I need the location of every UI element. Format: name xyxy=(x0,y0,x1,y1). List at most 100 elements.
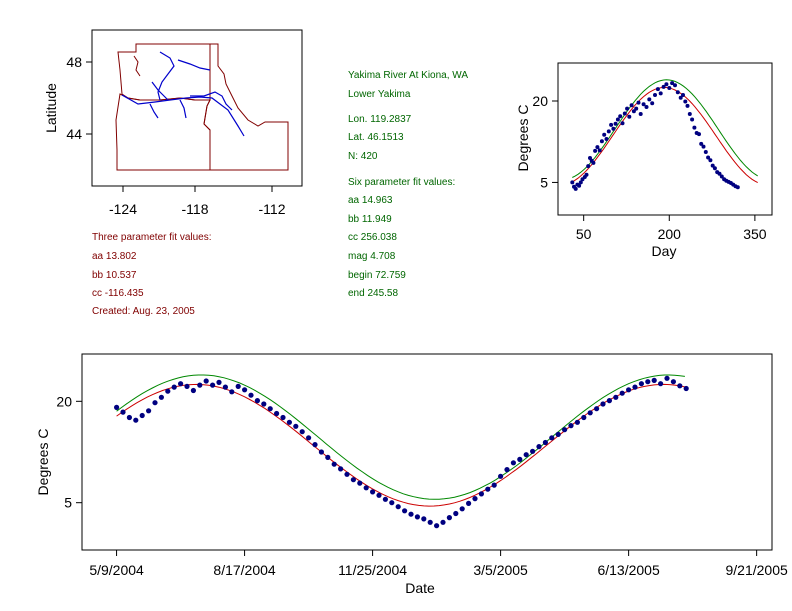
date-point-68 xyxy=(549,435,555,441)
date-point-57 xyxy=(478,491,484,497)
day-point-9 xyxy=(586,164,591,169)
date-point-64 xyxy=(523,452,529,458)
day-data-points xyxy=(570,81,740,191)
date-point-73 xyxy=(581,414,587,421)
day-point-18 xyxy=(604,137,609,141)
day-point-34 xyxy=(641,102,646,107)
date-point-1 xyxy=(120,409,126,415)
date-point-72 xyxy=(574,419,581,425)
map-xtick-112: -112 xyxy=(259,201,286,217)
date-point-51 xyxy=(440,519,446,525)
day-point-53 xyxy=(692,125,697,130)
day-point-39 xyxy=(655,87,660,92)
day-point-27 xyxy=(625,106,630,111)
date-series-chart: 5/9/2004 8/17/2004 11/25/2004 3/5/2005 6/13/… xyxy=(35,353,788,596)
station-region: Lower Yakima xyxy=(348,89,411,100)
map-x-ticks xyxy=(122,186,273,192)
day-xtick-label-1: 200 xyxy=(658,226,682,242)
date-xtick-label-2: 11/25/2004 xyxy=(338,562,407,578)
date-point-67 xyxy=(542,439,549,446)
day-point-2 xyxy=(573,186,578,191)
date-point-37 xyxy=(350,477,356,483)
date-point-23 xyxy=(261,401,267,407)
date-point-74 xyxy=(587,410,593,416)
date-point-87 xyxy=(670,379,677,385)
six-param-cc: cc 256.038 xyxy=(348,232,397,243)
map-xtick-124: -124 xyxy=(109,201,137,217)
date-point-46 xyxy=(408,511,414,517)
day-point-35 xyxy=(644,105,649,109)
date-xtick-label-0: 5/9/2004 xyxy=(89,562,144,578)
day-point-0 xyxy=(570,180,575,185)
day-point-8 xyxy=(584,172,589,177)
day-point-14 xyxy=(595,145,600,150)
date-point-19 xyxy=(235,383,241,389)
date-point-59 xyxy=(491,482,497,488)
date-xtick-label-1: 8/17/2004 xyxy=(213,562,275,578)
date-data-points xyxy=(114,375,689,529)
info-left-line-1: aa 13.802 xyxy=(92,251,137,262)
map-ytick-44: 44 xyxy=(66,126,82,142)
date-point-49 xyxy=(427,519,433,525)
day-point-58 xyxy=(703,150,708,154)
date-point-53 xyxy=(453,510,459,517)
day-point-64 xyxy=(717,171,722,176)
date-point-40 xyxy=(370,489,376,495)
date-point-61 xyxy=(504,467,510,473)
day-point-55 xyxy=(697,132,701,137)
day-point-19 xyxy=(606,129,611,134)
map-ytick-48: 48 xyxy=(66,54,82,70)
date-xtick-label-4: 6/13/2005 xyxy=(597,562,659,578)
date-ylabel: Degrees C xyxy=(35,429,51,496)
day-point-16 xyxy=(599,139,604,144)
day-point-56 xyxy=(699,141,704,146)
day-point-50 xyxy=(685,103,690,108)
river-network xyxy=(121,51,245,137)
date-point-13 xyxy=(197,382,203,388)
info-left-line-2: bb 10.537 xyxy=(92,270,137,281)
date-point-75 xyxy=(594,406,600,412)
date-point-79 xyxy=(619,390,625,396)
date-point-71 xyxy=(568,423,574,429)
date-xtick-label-3: 3/5/2005 xyxy=(473,562,528,578)
date-point-54 xyxy=(459,506,465,512)
date-point-82 xyxy=(638,381,645,387)
day-point-72 xyxy=(735,185,740,190)
day-point-15 xyxy=(597,148,602,153)
date-xtick-label-5: 9/21/2005 xyxy=(725,562,787,578)
day-point-62 xyxy=(712,166,717,171)
date-point-4 xyxy=(139,412,145,419)
date-point-31 xyxy=(312,442,318,448)
date-ytick-label-1: 20 xyxy=(56,393,72,409)
day-of-year-chart: 50 200 350 5 20 Day Degrees C xyxy=(515,62,773,259)
day-point-44 xyxy=(670,81,675,86)
station-n: N: 420 xyxy=(348,151,378,162)
date-point-63 xyxy=(517,456,523,462)
day-ytick-label-1: 20 xyxy=(532,93,548,109)
date-point-9 xyxy=(171,384,177,390)
day-point-42 xyxy=(664,82,669,87)
six-param-aa: aa 14.963 xyxy=(348,195,393,206)
day-point-23 xyxy=(615,117,620,122)
date-point-3 xyxy=(133,417,139,423)
info-left-line-4: Created: Aug. 23, 2005 xyxy=(92,306,195,317)
date-point-48 xyxy=(421,516,427,522)
day-point-30 xyxy=(631,109,636,114)
info-left-line-3: cc -116.435 xyxy=(92,288,144,299)
date-point-36 xyxy=(344,471,350,477)
day-point-13 xyxy=(593,148,598,153)
day-point-60 xyxy=(708,158,713,163)
date-point-18 xyxy=(229,389,235,395)
day-xtick-label-2: 350 xyxy=(743,226,767,242)
date-point-2 xyxy=(126,414,132,421)
idaho-outline xyxy=(203,43,289,171)
date-point-34 xyxy=(331,461,337,467)
date-point-55 xyxy=(466,500,472,506)
date-point-35 xyxy=(338,466,344,472)
day-point-46 xyxy=(675,90,680,95)
day-point-48 xyxy=(681,93,685,97)
date-point-65 xyxy=(530,448,536,454)
date-y-axis: 5 20 xyxy=(56,393,82,511)
date-point-52 xyxy=(446,515,452,521)
day-point-29 xyxy=(629,103,634,108)
